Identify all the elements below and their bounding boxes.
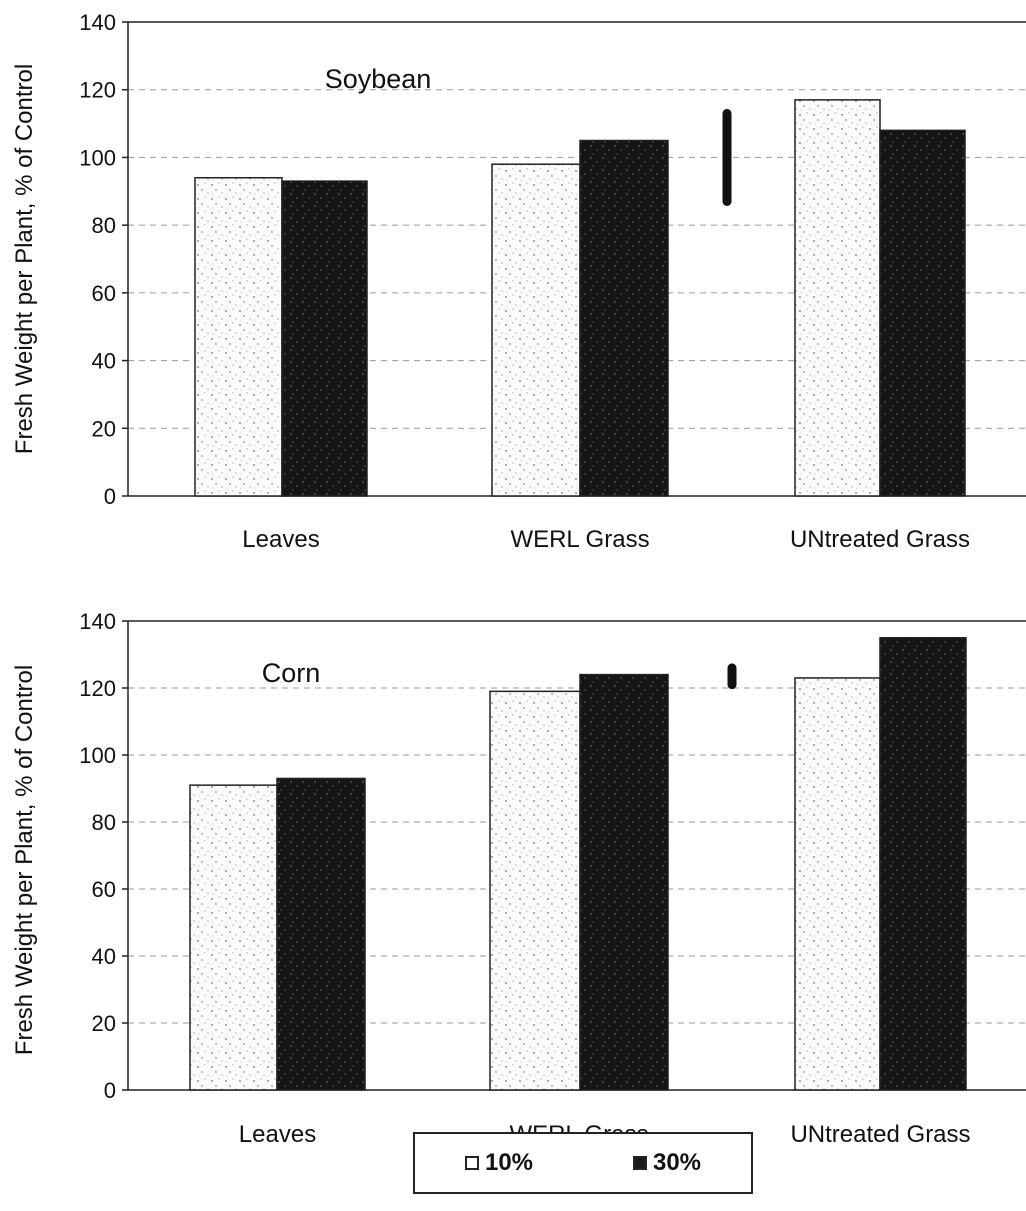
soybean-bar-30pct-untreated-grass bbox=[879, 129, 966, 497]
corn-y-tick-label: 60 bbox=[92, 877, 116, 902]
corn-y-tick-label: 40 bbox=[92, 944, 116, 969]
soybean-bar-10pct-werl-grass bbox=[491, 163, 581, 497]
corn-bar-10pct-untreated-grass bbox=[794, 677, 881, 1091]
corn-bar-10pct-leaves bbox=[189, 784, 278, 1091]
soybean-y-tick-label: 140 bbox=[79, 10, 116, 35]
soybean-y-tick-label: 100 bbox=[79, 145, 116, 170]
legend-swatch-30 bbox=[632, 1156, 647, 1170]
corn-category-label: Leaves bbox=[239, 1121, 316, 1148]
corn-bar-30pct-werl-grass bbox=[579, 673, 669, 1091]
soybean-chart: 0 20 40 60 80 100 120 140 Leaves WERL Grass UNtrea… bbox=[79, 10, 1026, 553]
soybean-y-tick-label: 80 bbox=[92, 213, 116, 238]
soybean-y-tick-label: 120 bbox=[79, 78, 116, 103]
legend-label-10: 10% bbox=[484, 1149, 534, 1176]
soybean-y-tick-label: 40 bbox=[92, 349, 116, 374]
soybean-bar-10pct-untreated-grass bbox=[794, 99, 881, 497]
corn-y-tick-label: 100 bbox=[79, 743, 116, 768]
soybean-category-label: Leaves bbox=[242, 526, 319, 553]
corn-y-tick-label: 140 bbox=[79, 609, 116, 634]
soybean-bar-30pct-werl-grass bbox=[579, 139, 669, 497]
corn-category-label: UNtreated Grass bbox=[790, 1121, 970, 1148]
corn-bar-10pct-werl-grass bbox=[489, 690, 581, 1091]
soybean-bar-10pct-leaves bbox=[194, 176, 283, 497]
corn-y-tick-label: 0 bbox=[104, 1078, 116, 1103]
soybean-y-tick-label: 60 bbox=[92, 281, 116, 306]
soybean-y-tick-label: 20 bbox=[92, 416, 116, 441]
legend-swatch-10 bbox=[464, 1156, 479, 1170]
y-axis-label-corn: Fresh Weight per Plant, % of Control bbox=[11, 664, 38, 1056]
corn-y-tick-label: 20 bbox=[92, 1011, 116, 1036]
corn-bar-30pct-leaves bbox=[276, 777, 366, 1091]
corn-chart-title: Corn bbox=[262, 658, 321, 688]
corn-y-tick-label: 120 bbox=[79, 676, 116, 701]
soybean-bar-30pct-leaves bbox=[281, 180, 368, 497]
soybean-category-label: WERL Grass bbox=[510, 526, 649, 553]
legend-label-30: 30% bbox=[652, 1149, 702, 1176]
y-axis-label-soybean: Fresh Weight per Plant, % of Control bbox=[11, 63, 38, 455]
corn-y-tick-label: 80 bbox=[92, 810, 116, 835]
soybean-category-label: UNtreated Grass bbox=[790, 526, 970, 553]
soybean-y-tick-label: 0 bbox=[104, 484, 116, 509]
legend: 10% 30% bbox=[413, 1132, 753, 1194]
soybean-chart-title: Soybean bbox=[325, 64, 432, 94]
legend-item-10: 10% bbox=[464, 1149, 534, 1177]
legend-item-30: 30% bbox=[632, 1149, 702, 1177]
corn-bar-30pct-untreated-grass bbox=[879, 637, 967, 1091]
